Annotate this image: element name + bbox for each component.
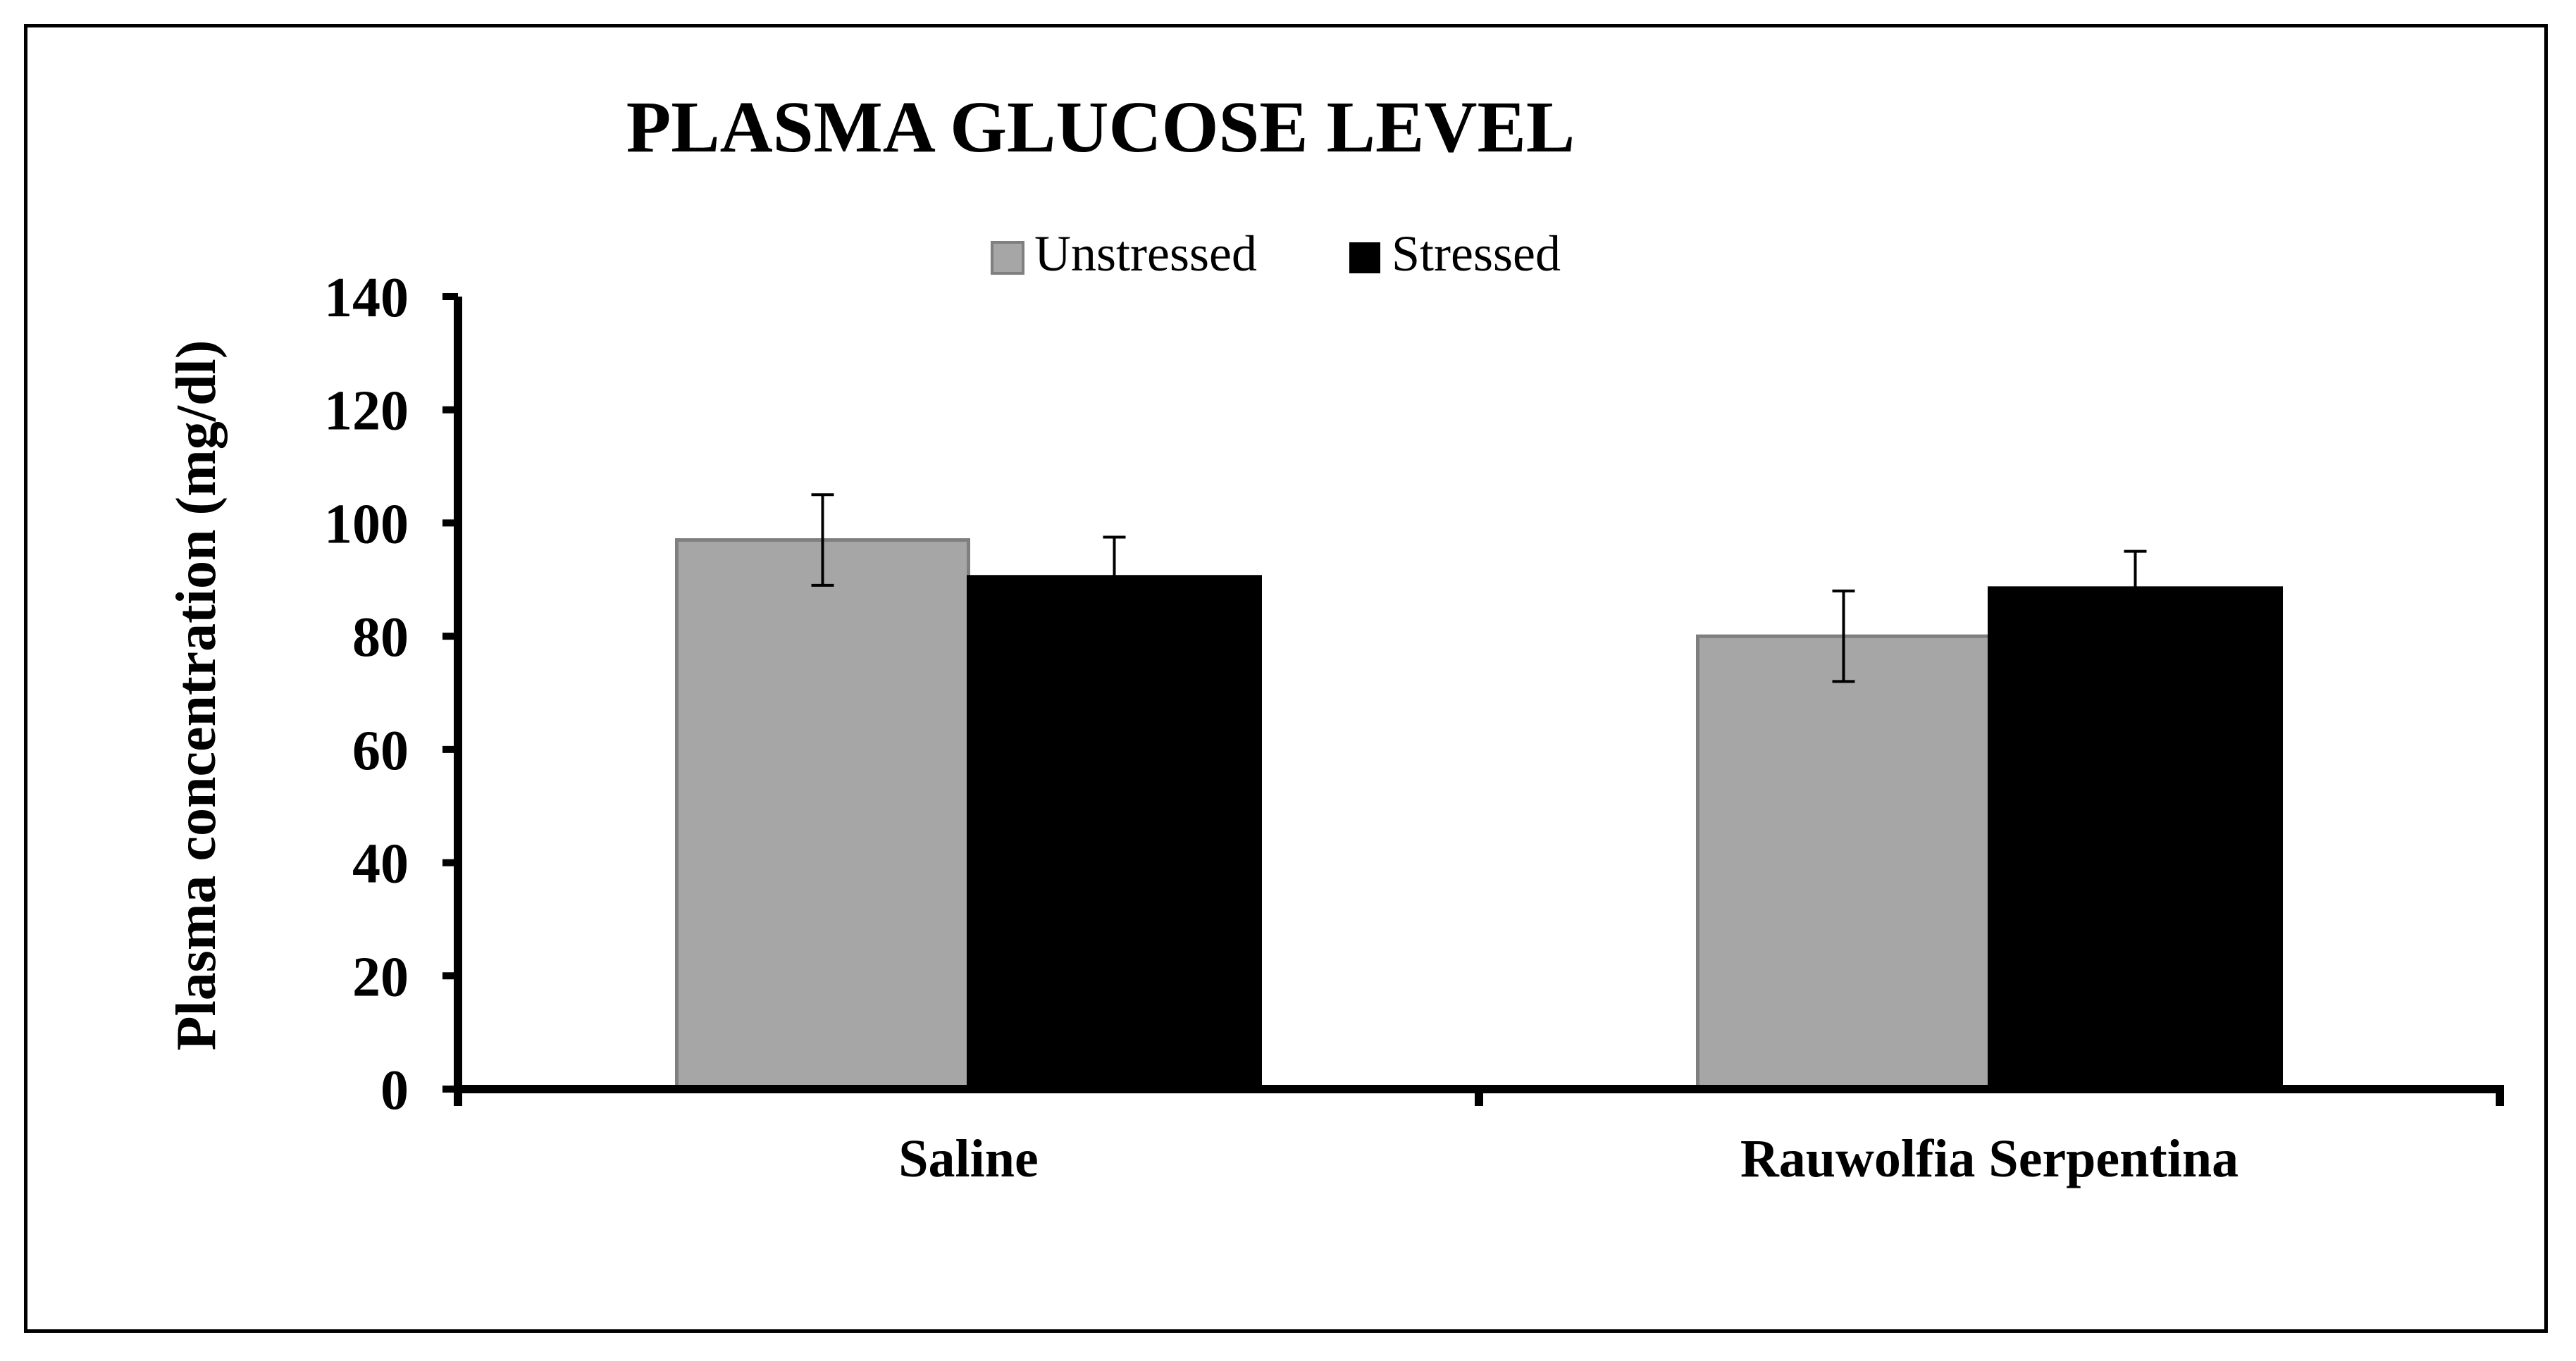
bar-unstressed-1 [675, 538, 970, 1091]
error-bar-stressed-2 [2124, 549, 2147, 627]
y-tick-label: 100 [324, 493, 409, 555]
y-tick-label: 20 [352, 946, 409, 1008]
legend-label-unstressed: Unstressed [1034, 225, 1257, 282]
error-bar-stressed-1 [1103, 535, 1126, 619]
axes [454, 297, 2504, 1106]
legend-label-stressed: Stressed [1392, 225, 1561, 282]
bar-group [675, 538, 2283, 1091]
x-category-labels: Saline Rauwolfia Serpentina [898, 1129, 2238, 1188]
error-bar-group [811, 493, 2147, 683]
chart-title: PLASMA GLUCOSE LEVEL [626, 87, 1575, 168]
y-tick-label: 0 [380, 1059, 409, 1121]
bar-stressed-2 [1988, 586, 2283, 1091]
legend: Unstressed Stressed [991, 225, 1561, 282]
x-category-label: Saline [898, 1129, 1039, 1188]
y-tick-label: 80 [352, 607, 409, 669]
y-tick-label: 60 [352, 720, 409, 782]
y-tick-labels: 0 20 40 60 80 100 120 140 [324, 267, 458, 1121]
legend-swatch-stressed [1349, 242, 1380, 273]
bar-unstressed-2 [1696, 634, 1991, 1091]
bar-stressed-1 [967, 575, 1262, 1091]
error-bar-unstressed-1 [811, 493, 834, 587]
y-axis-label: Plasma concentration (mg/dl) [166, 340, 228, 1051]
error-bar-unstressed-2 [1832, 589, 1855, 683]
x-category-label: Rauwolfia Serpentina [1740, 1129, 2238, 1188]
y-tick-label: 140 [324, 267, 409, 329]
y-tick-label: 40 [352, 833, 409, 895]
legend-swatch-unstressed [991, 241, 1024, 275]
y-tick-label: 120 [324, 380, 409, 442]
